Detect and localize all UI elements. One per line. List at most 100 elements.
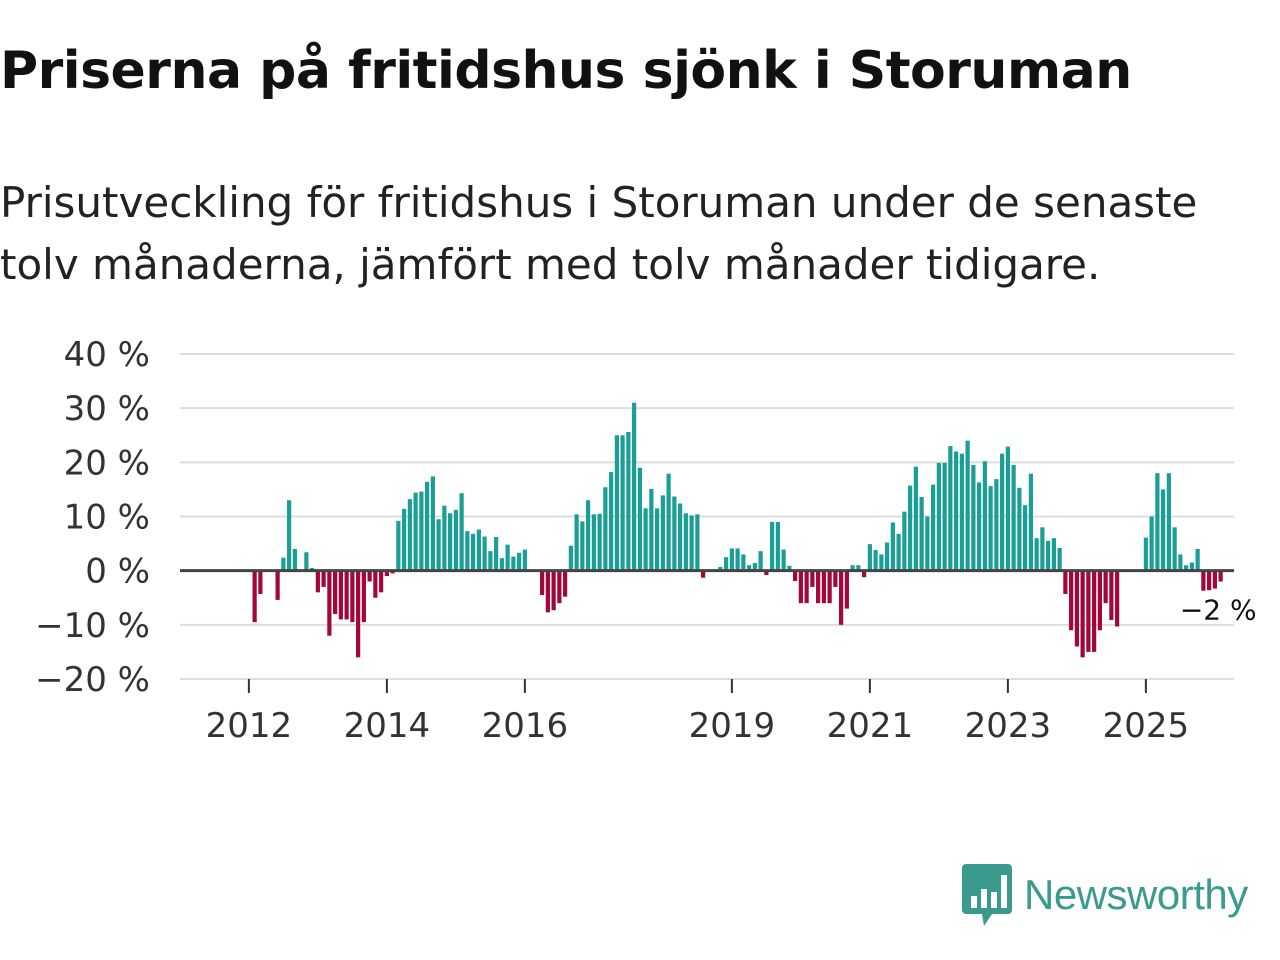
bar [1097, 570, 1102, 631]
bar [1005, 446, 1010, 571]
chart-subtitle: Prisutveckling för fritidshus i Storuman… [0, 178, 1198, 289]
x-tick-label: 2025 [1103, 706, 1190, 746]
bar [954, 451, 959, 571]
bar [649, 488, 654, 571]
bar [430, 476, 435, 571]
bar [1092, 570, 1097, 652]
bar [626, 432, 631, 571]
bar [1028, 473, 1033, 571]
bar [925, 516, 930, 571]
bar [913, 466, 918, 571]
y-tick-label: 40 % [64, 335, 150, 375]
bar [1212, 570, 1217, 589]
bar [402, 508, 407, 571]
bar [1172, 527, 1177, 571]
bar [488, 551, 493, 571]
bar [862, 570, 867, 578]
bar [1017, 487, 1022, 571]
bar [545, 570, 550, 613]
x-tick-label: 2019 [689, 706, 776, 746]
bar [798, 570, 803, 604]
bar [683, 513, 688, 571]
bar [873, 550, 878, 571]
bar [890, 522, 895, 571]
bar [666, 473, 671, 571]
bar [718, 566, 723, 571]
bar [471, 533, 476, 571]
bar [1178, 554, 1183, 571]
bar [551, 570, 556, 611]
bar [603, 487, 608, 571]
bar [804, 570, 809, 604]
bar [982, 461, 987, 571]
bar [1189, 562, 1194, 571]
bar [1115, 570, 1120, 627]
bar [321, 570, 326, 587]
bar [292, 549, 297, 571]
bar [1166, 473, 1171, 571]
bar [367, 570, 372, 582]
bar [540, 570, 545, 596]
bar [775, 521, 780, 571]
bar [1109, 570, 1114, 620]
bar [419, 491, 424, 571]
bar [959, 453, 964, 571]
bar [563, 570, 568, 597]
bar [453, 510, 458, 571]
bar [425, 481, 430, 571]
bar [344, 570, 349, 620]
bar [810, 570, 815, 587]
bar [1149, 516, 1154, 571]
bar [459, 493, 464, 571]
x-axis: 2012 2014 2016 2019 2021 2023 2025 [206, 679, 1190, 746]
bar [729, 548, 734, 571]
bar [839, 570, 844, 625]
bar [614, 435, 619, 571]
bar [781, 549, 786, 571]
bar [333, 570, 338, 614]
bar [850, 565, 855, 571]
y-tick-label: −10 % [35, 606, 150, 646]
bar [1023, 505, 1028, 571]
bar [568, 545, 573, 571]
bar [476, 529, 481, 571]
bar [867, 544, 872, 571]
bar [586, 500, 591, 571]
bar [936, 462, 941, 571]
x-tick-label: 2012 [206, 706, 293, 746]
bar [350, 570, 355, 623]
bar [896, 533, 901, 571]
bar [281, 557, 286, 571]
bar [384, 570, 389, 577]
bar [442, 505, 447, 571]
bar [557, 570, 562, 604]
bar [1063, 570, 1068, 594]
bar [919, 497, 924, 571]
bar [758, 551, 763, 571]
bar [396, 520, 401, 571]
y-tick-label: 0 % [85, 552, 150, 592]
bar [580, 521, 585, 571]
bar [522, 549, 527, 571]
y-tick-label: 20 % [64, 443, 150, 483]
bar [787, 565, 792, 571]
bar [287, 500, 292, 571]
bar [1057, 547, 1062, 571]
bar [902, 511, 907, 571]
bar [1201, 570, 1206, 591]
bar [258, 570, 263, 594]
y-tick-label: 10 % [64, 498, 150, 538]
bar [407, 499, 412, 571]
bar [827, 570, 832, 604]
bar [1184, 565, 1189, 571]
bar [741, 554, 746, 571]
bar [574, 514, 579, 571]
bar [448, 513, 453, 571]
bar [494, 537, 499, 571]
bar [1000, 453, 1005, 571]
bar [1207, 570, 1212, 591]
bar [482, 536, 487, 571]
bar [977, 482, 982, 571]
bar [908, 485, 913, 571]
bar [988, 486, 993, 571]
